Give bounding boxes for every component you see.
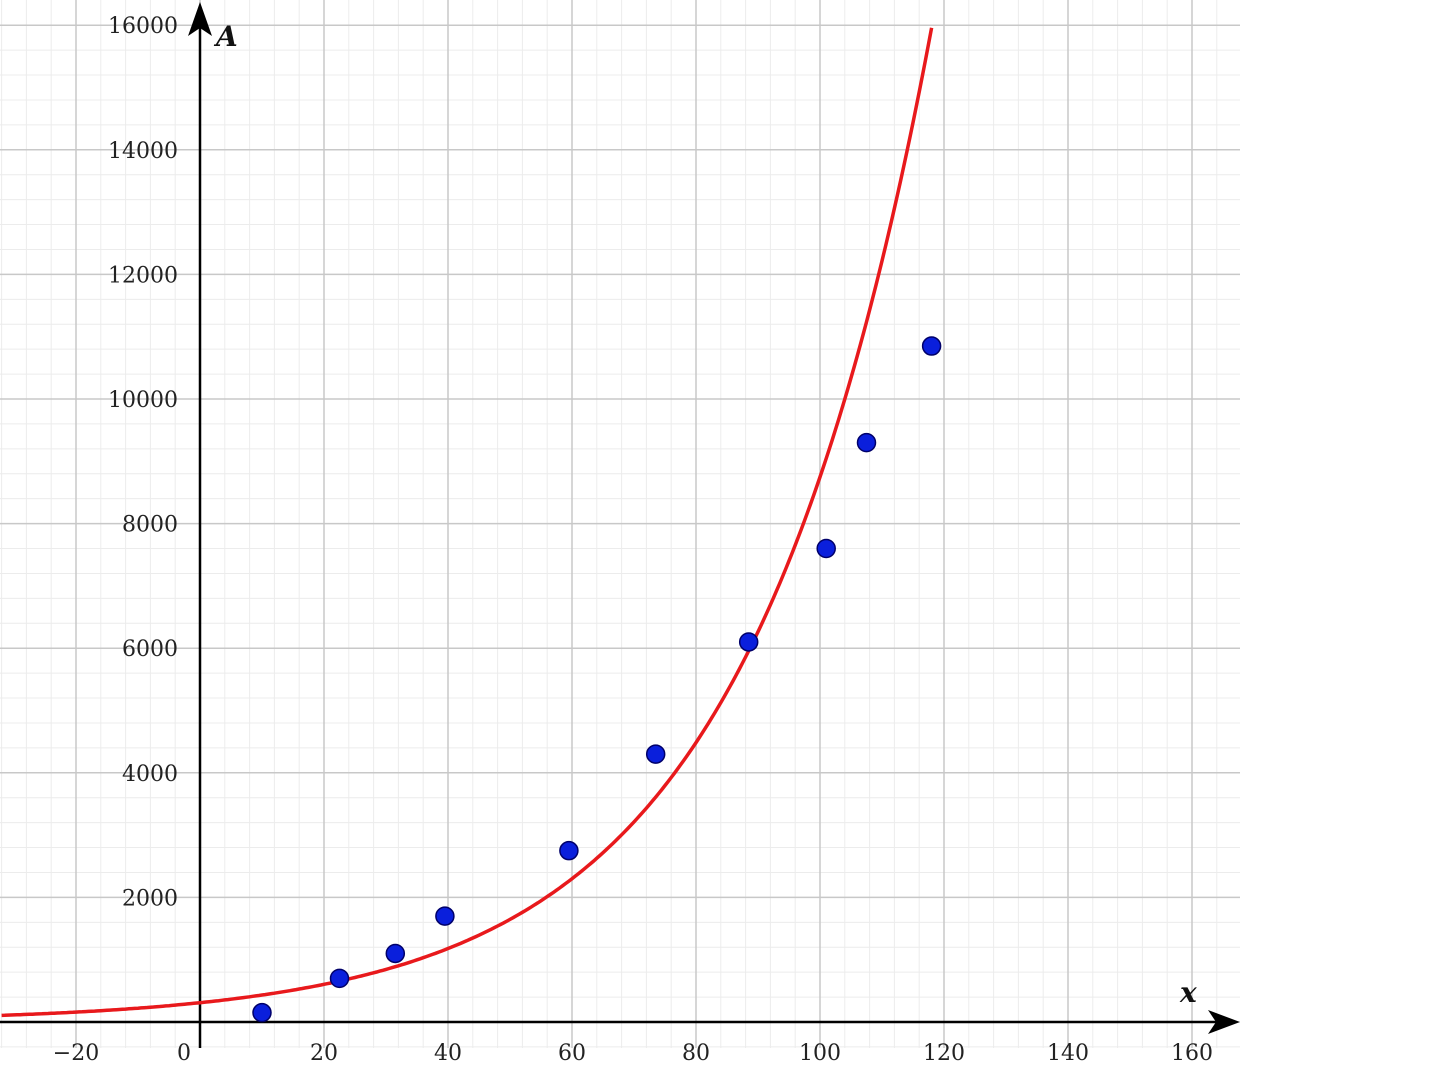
y-tick-label: 8000 [122,513,178,538]
data-point [738,632,759,652]
data-point [645,744,666,764]
data-point [385,943,406,964]
x-axis-arrow-icon [1208,1010,1240,1034]
y-tick-label: 16000 [108,14,178,39]
y-tick-labels: 2000 4000 6000 8000 10000 12000 14000 16000 [108,14,178,911]
x-tick-label: 0 [177,1041,191,1066]
major-grid [0,0,1240,1048]
x-tick-label: 140 [1047,1041,1089,1066]
x-tick-label: 160 [1171,1041,1213,1066]
x-tick-label: 20 [310,1041,338,1066]
y-axis-label: A [213,20,238,53]
data-point [559,840,579,861]
axes [0,2,1240,1048]
y-tick-label: 6000 [122,637,178,662]
y-tick-label: 14000 [108,139,178,164]
x-tick-label: 80 [682,1041,710,1066]
x-tick-label: 60 [558,1041,586,1066]
y-tick-label: 10000 [108,388,178,413]
y-tick-label: 12000 [108,263,178,288]
x-axis-label: x [1179,976,1197,1009]
data-point [856,432,877,453]
x-tick-label: 120 [923,1041,965,1066]
fit-curve [1,27,934,1018]
data-point [816,538,836,559]
x-tick-label: −20 [53,1041,99,1066]
x-tick-labels: −20 0 20 40 60 80 100 120 140 160 [53,1041,1213,1066]
data-point [252,1002,272,1023]
data-point [329,968,350,989]
data-points [252,336,942,1023]
y-tick-label: 2000 [122,886,178,911]
y-axis-arrow-icon [188,2,212,36]
data-point [435,906,455,926]
x-tick-label: 100 [799,1041,841,1066]
x-tick-label: 40 [434,1041,462,1066]
data-point [921,336,942,356]
y-tick-label: 4000 [122,762,178,787]
